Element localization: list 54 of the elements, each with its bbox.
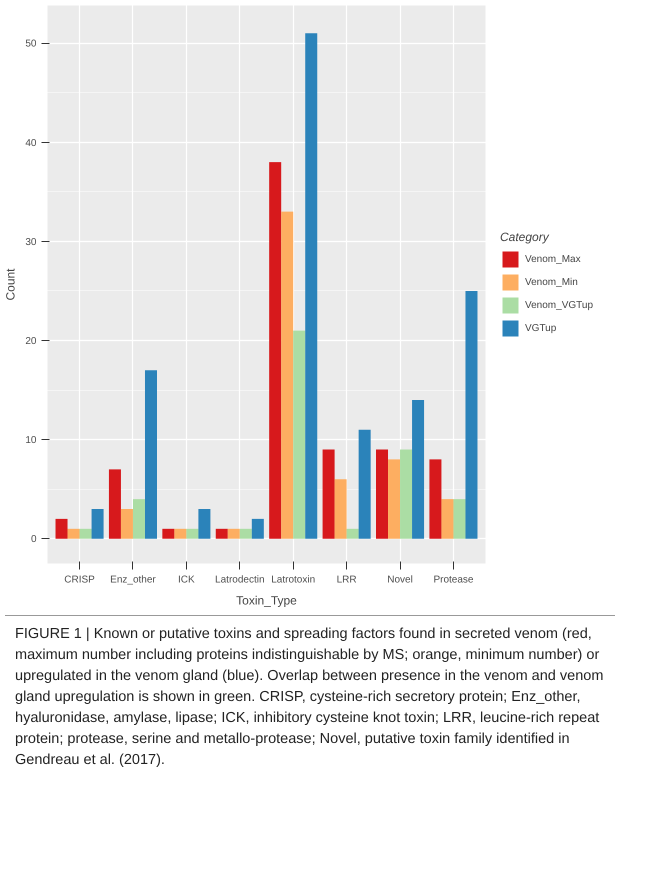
y-axis-title: Count <box>3 268 18 301</box>
bar <box>186 528 198 539</box>
x-tick-label: Latrotoxin <box>271 574 316 586</box>
bar <box>281 212 294 539</box>
legend-label: VGTup <box>525 322 556 334</box>
bar <box>429 459 442 539</box>
legend-label: Venom_Max <box>525 254 581 264</box>
legend-label: Venom_Min <box>525 276 578 288</box>
y-tick-label: 50 <box>25 38 37 50</box>
bar <box>346 528 359 539</box>
bar <box>376 450 388 539</box>
x-tick-label: LRR <box>336 574 357 586</box>
bar <box>400 450 412 539</box>
x-tick-label: Enz_other <box>110 574 156 586</box>
bar <box>269 162 282 539</box>
bar <box>293 330 306 539</box>
y-tick-label: 10 <box>25 435 37 446</box>
bar <box>92 508 104 539</box>
bar <box>322 450 335 539</box>
x-tick-label: Latrodectin <box>215 574 265 586</box>
bar <box>305 33 318 539</box>
bar <box>252 518 264 539</box>
y-tick-label: 30 <box>25 236 37 248</box>
x-tick-label: Protease <box>433 574 474 586</box>
y-tick-label: 40 <box>25 138 37 149</box>
bar <box>144 370 157 539</box>
bar <box>174 528 186 539</box>
bar <box>453 499 466 539</box>
bar <box>56 518 68 539</box>
bar <box>68 528 80 539</box>
bar <box>465 290 478 539</box>
bar <box>412 400 424 539</box>
bar <box>334 479 347 539</box>
bar <box>108 469 121 539</box>
bar <box>441 499 454 539</box>
bar <box>388 459 400 539</box>
legend-title: Category <box>500 230 550 244</box>
x-tick-label: CRISP <box>64 574 96 586</box>
x-tick-label: ICK <box>178 574 196 586</box>
bar <box>162 528 174 539</box>
x-axis-title: Toxin_Type <box>236 594 298 608</box>
bar <box>120 508 133 539</box>
y-tick-label: 0 <box>30 534 37 546</box>
x-tick-label: Novel <box>387 574 413 586</box>
y-tick-label: 20 <box>25 336 37 347</box>
bar <box>240 528 252 539</box>
caption: FIGURE 1 | Known or putative toxins and spreading factors found in secreted venom (red, maximum number including proteins indistinguishable by MS; orange, minimum number) or upregulated in the venom gland (blue). Overlap between presence in the venom and venom gland upregulation is shown in green. CRISP, cysteine-rich secretory protein; Enz_other, hyaluronidase, amylase, lipase; ICK, inhibitory cysteine knot toxin; LRR, leucine-rich repeat protein; protease, serine and metallo-protease; Novel, putative toxin family identified in Gendreau et al. (2017). <box>5 615 615 780</box>
bar <box>132 499 145 539</box>
bar <box>358 430 371 539</box>
bar <box>198 508 210 539</box>
bar <box>228 528 240 539</box>
bar <box>216 528 228 539</box>
legend-label: Venom_VGTup <box>525 300 594 310</box>
bar <box>80 528 92 539</box>
